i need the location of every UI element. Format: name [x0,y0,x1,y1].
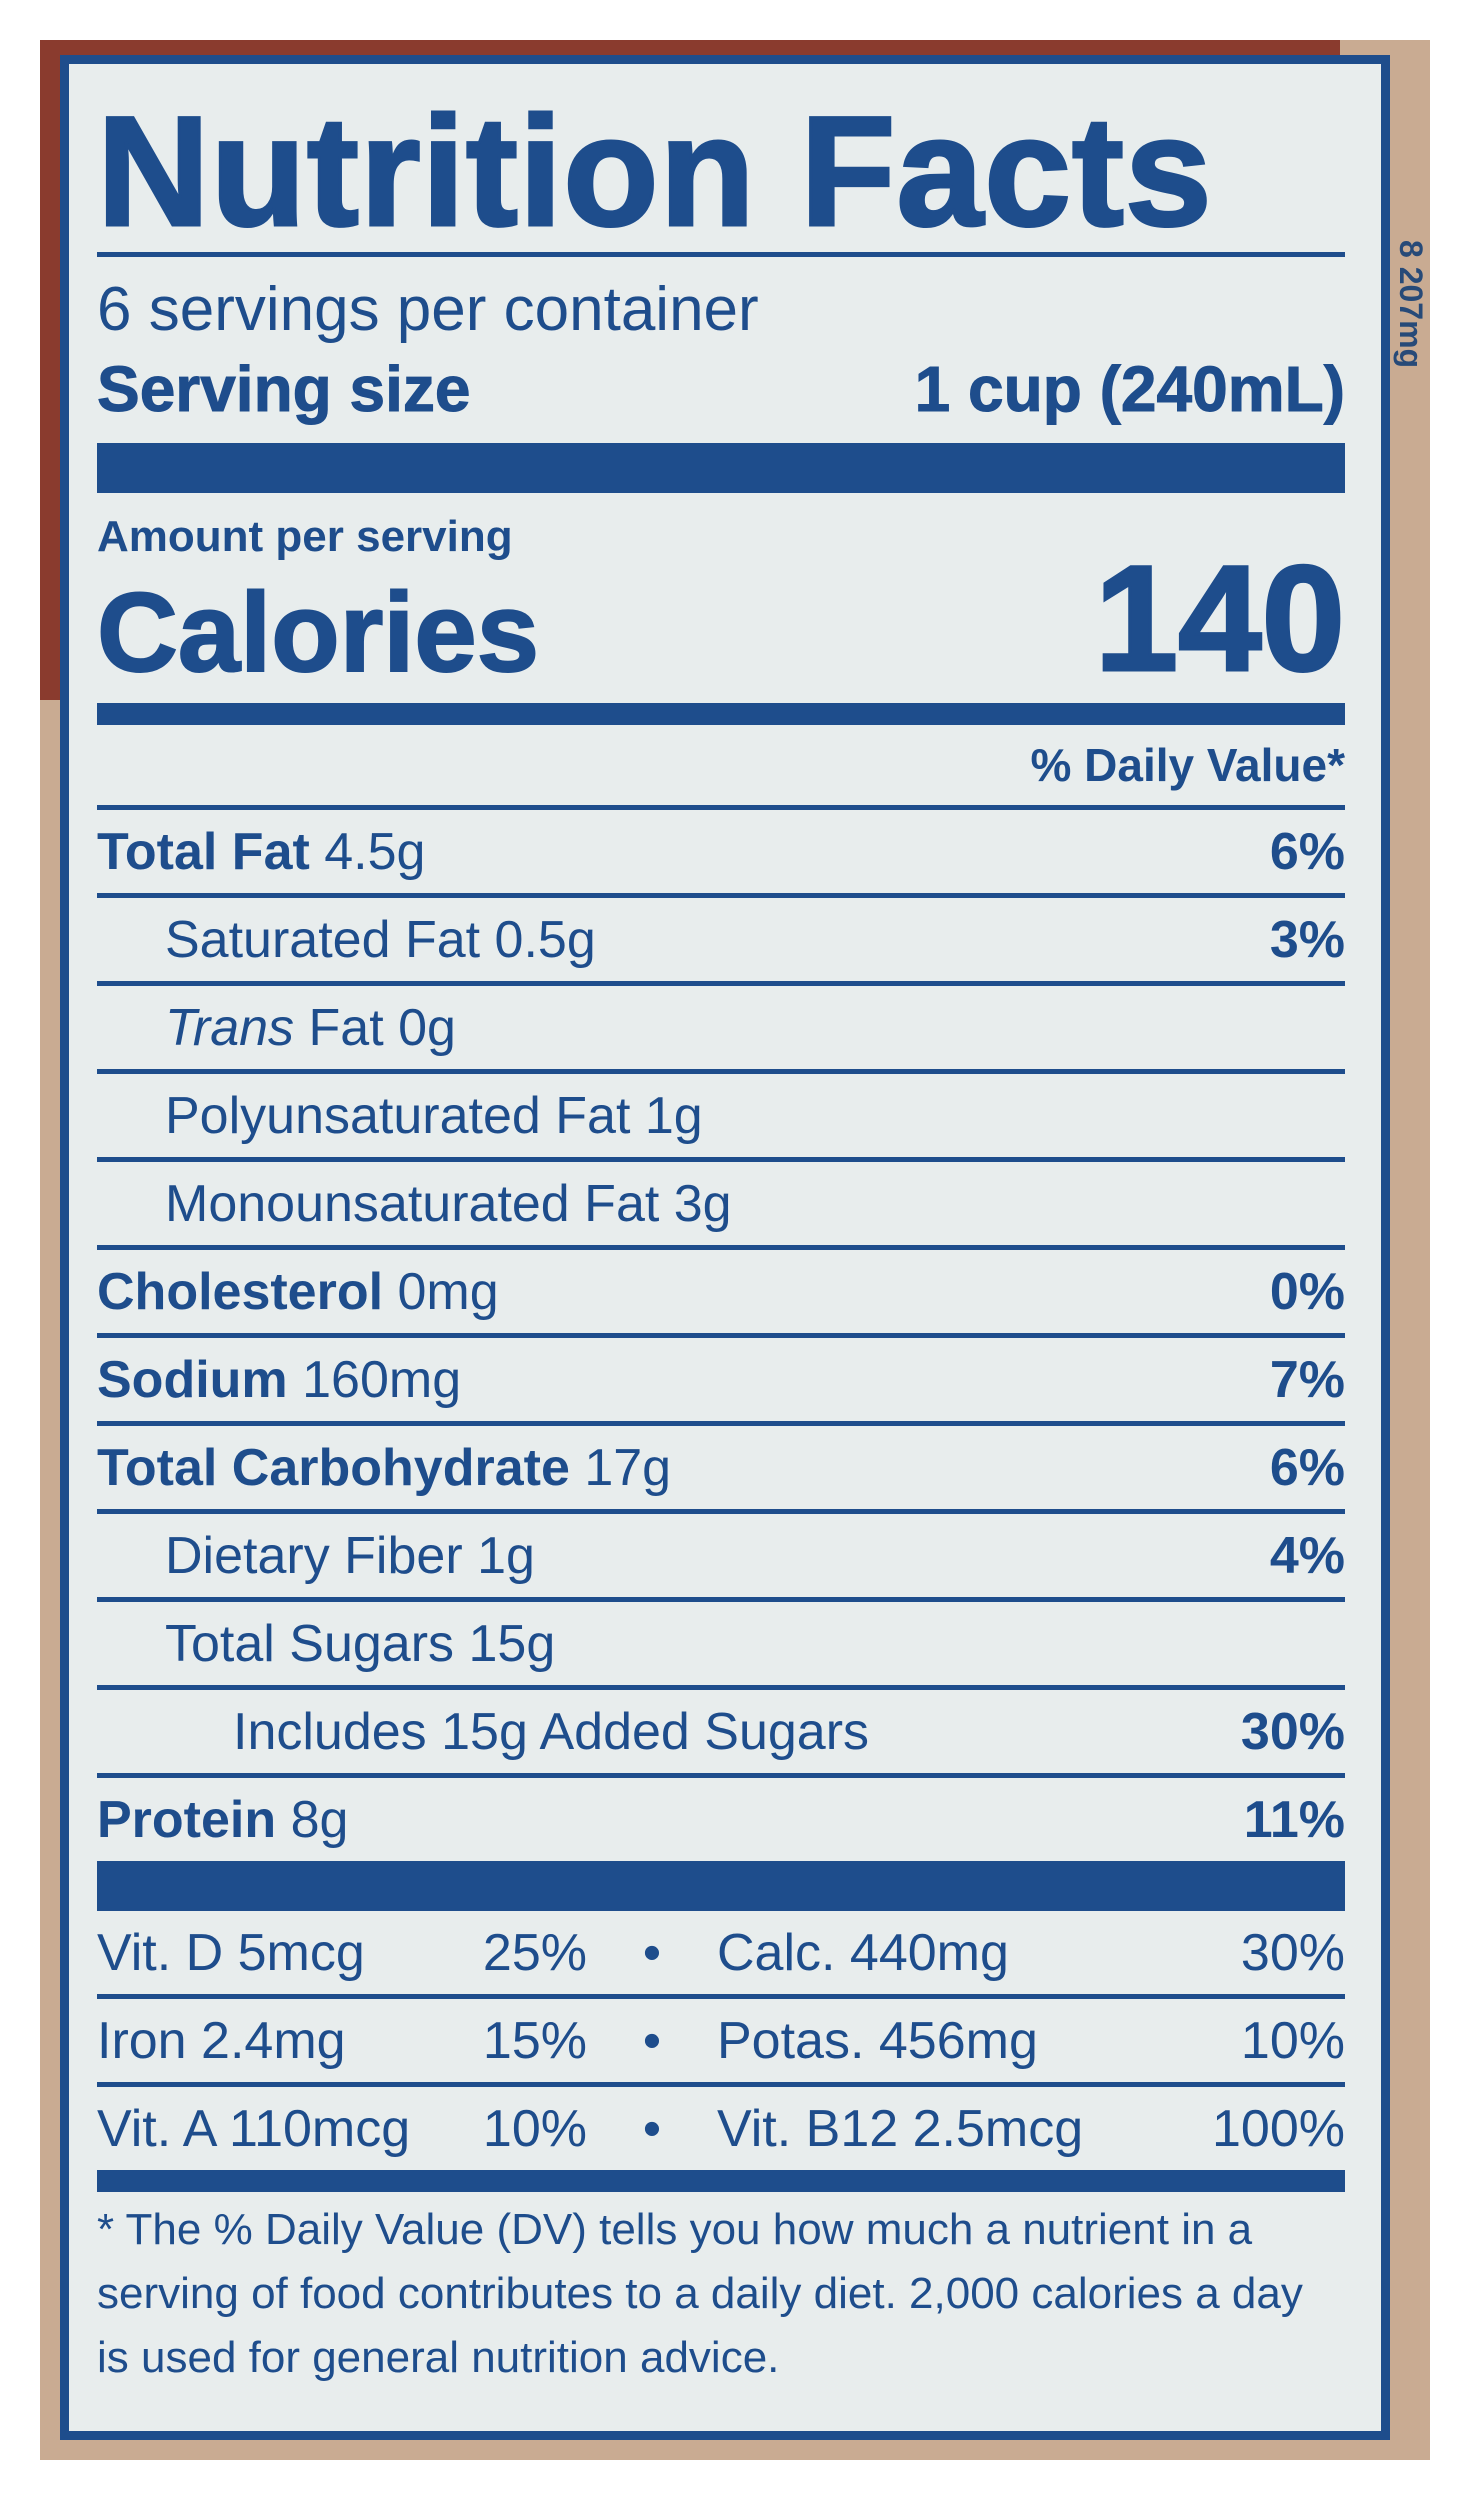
divider [97,252,1345,257]
nutrient-name: Total Fat [97,822,310,881]
nutrient-dv: 3% [1269,910,1345,969]
nutrient-amount: 3g [673,1174,732,1233]
nutrient-amount: 17g [584,1438,672,1497]
footnote: * The % Daily Value (DV) tells you how m… [97,2205,1303,2382]
vitamin-name: Vit. B12 2.5mcg [717,2099,1084,2158]
nutrient-row-total-fat: Total Fat 4.5g 6% [97,810,1345,898]
vitamin-dv: 100% [1212,2099,1345,2158]
nutrient-name: Total Carbohydrate [97,1438,570,1497]
nutrient-name: Total Sugars [165,1614,455,1673]
nutrient-name: Dietary Fiber [165,1526,463,1585]
nutrient-row-sodium: Sodium 160mg 7% [97,1338,1345,1426]
nutrient-name: Saturated Fat [165,910,481,969]
medium-divider [97,2170,1345,2192]
serving-size-value: 1 cup (240mL) [914,353,1345,426]
nutrient-dv: 7% [1269,1350,1345,1409]
bullet-icon: • [642,1923,662,1982]
nutrient-name: Sodium [97,1350,288,1409]
vitamin-name: Vit. A 110mcg [97,2099,411,2158]
nutrient-amount: 1g [477,1526,535,1585]
bullet-icon: • [642,2011,662,2070]
nutrient-amount: 0.5g [494,910,596,969]
calories-row: Calories 140 [96,534,1347,702]
nutrient-row-saturated-fat: Saturated Fat 0.5g 3% [97,898,1345,986]
nutrient-row-monounsaturated-fat: Monounsaturated Fat 3g [97,1162,1345,1250]
package-photo: Nutrition Facts 6 servings per container… [40,40,1430,2460]
nutrient-dv: 0% [1269,1262,1345,1321]
nutrient-row-trans-fat: Trans Fat 0g [97,986,1345,1074]
nutrient-dv: 6% [1269,822,1345,881]
label-title: Nutrition Facts [96,85,1214,259]
nutrient-amount: 8g [290,1790,349,1849]
amount-per-serving: Amount per serving [97,512,513,561]
nutrient-amount: Fat 0g [308,998,456,1057]
side-text: 8 207mg [1393,240,1429,369]
nutrient-amount: 1g [644,1086,703,1145]
bullet-icon: • [642,2099,662,2158]
medium-divider [97,703,1345,725]
nutrient-dv: 11% [1243,1790,1345,1849]
vitamin-dv: 30% [1240,1923,1345,1982]
vitamin-row: Vit. D 5mcg 25% • Calc. 440mg 30% [97,1911,1345,1999]
nutrient-amount: 160mg [302,1350,462,1409]
vitamin-dv: 25% [482,1923,587,1982]
vitamin-dv: 10% [482,2099,587,2158]
serving-size-row: Serving size 1 cup (240mL) [97,349,1346,429]
vitamin-name: Calc. 440mg [717,1923,1009,1982]
nutrient-row-total-carbohydrate: Total Carbohydrate 17g 6% [97,1426,1345,1514]
nutrient-amount: 15g [468,1614,556,1673]
nutrient-row-added-sugars: Includes 15g Added Sugars 30% [97,1690,1345,1778]
vitamin-dv: 15% [482,2011,587,2070]
nutrient-name: Protein [97,1790,277,1849]
nutrient-name: Polyunsaturated Fat [165,1086,631,1145]
vitamin-row: Iron 2.4mg 15% • Potas. 456mg 10% [97,1999,1345,2087]
nutrient-name: Cholesterol [97,1262,384,1321]
vitamin-row: Vit. A 110mcg 10% • Vit. B12 2.5mcg 100% [97,2087,1345,2170]
nutrient-amount: 0mg [397,1262,499,1321]
nutrient-name: Monounsaturated Fat [165,1174,660,1233]
vitamin-name: Iron 2.4mg [97,2011,346,2070]
nutrient-row-cholesterol: Cholesterol 0mg 0% [97,1250,1345,1338]
nutrient-dv: 4% [1269,1526,1345,1585]
thick-divider [97,1861,1345,1911]
nutrient-row-polyunsaturated-fat: Polyunsaturated Fat 1g [97,1074,1345,1162]
nutrient-name: Trans [165,998,295,1057]
nutrient-dv: 6% [1269,1438,1345,1497]
nutrient-row-total-sugars: Total Sugars 15g [97,1602,1345,1690]
thick-divider [97,443,1345,493]
nutrient-dv: 30% [1240,1702,1345,1761]
vitamin-name: Vit. D 5mcg [97,1923,365,1982]
nutrient-amount: 4.5g [324,822,426,881]
vitamin-dv: 10% [1240,2011,1345,2070]
vitamin-name: Potas. 456mg [717,2011,1038,2070]
nutrient-row-protein: Protein 8g 11% [97,1778,1345,1861]
daily-value-header: % Daily Value* [97,725,1345,810]
calories-label: Calories [96,570,540,695]
nutrition-label: Nutrition Facts 6 servings per container… [60,55,1390,2440]
servings-per-container: 6 servings per container [97,275,759,344]
calories-value: 140 [1093,534,1346,702]
serving-size-label: Serving size [97,353,471,426]
nutrient-name: Includes 15g Added Sugars [233,1702,870,1761]
nutrient-row-dietary-fiber: Dietary Fiber 1g 4% [97,1514,1345,1602]
